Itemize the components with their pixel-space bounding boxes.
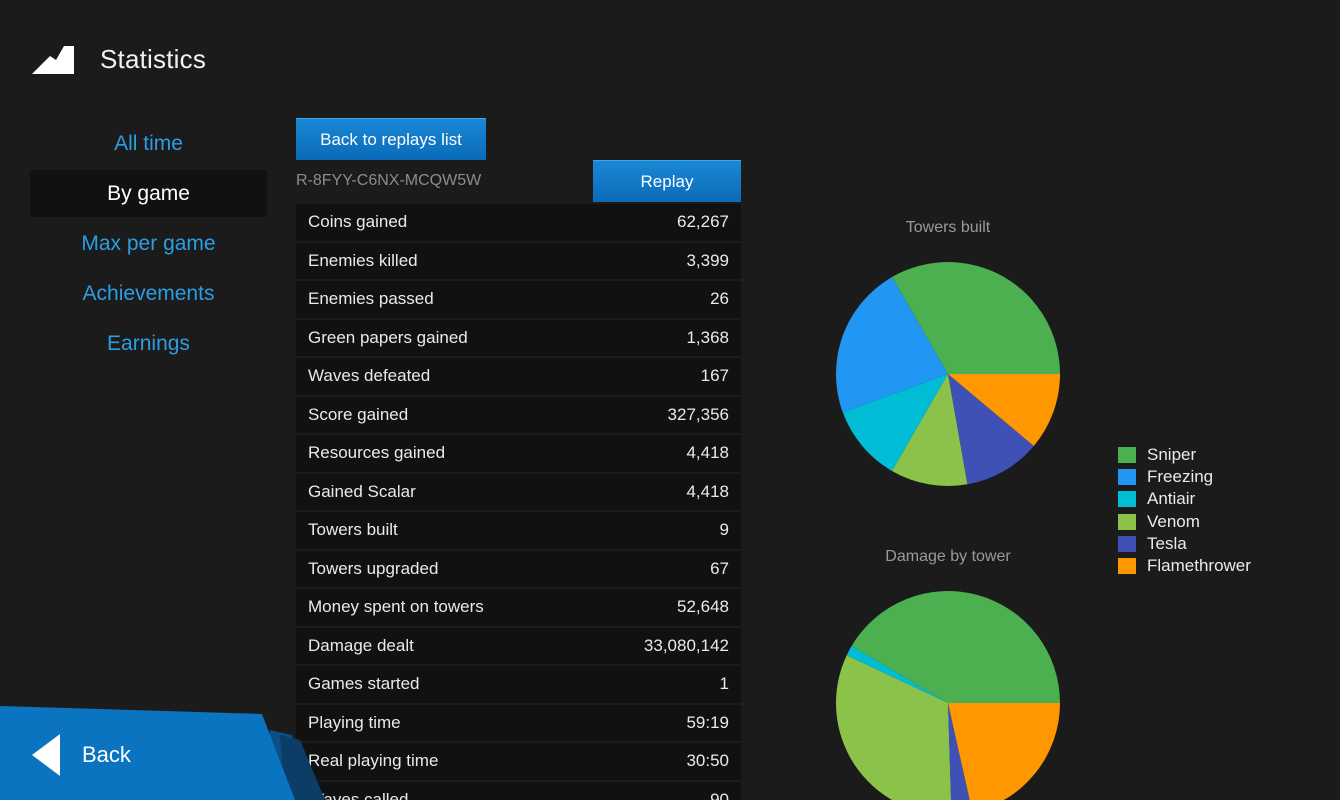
stat-value: 4,418: [686, 443, 729, 463]
stat-row: Enemies passed 26: [296, 281, 741, 318]
stat-label: Waves called: [308, 789, 409, 800]
stat-label: Resources gained: [308, 443, 446, 463]
stat-label: Enemies passed: [308, 289, 434, 309]
sidebar-item-by-game[interactable]: By game: [30, 170, 267, 217]
stat-label: Towers built: [308, 520, 398, 540]
stat-value: 1: [719, 674, 729, 694]
pie-slice-antiair: [842, 374, 948, 471]
chart-title-damage-by-tower: Damage by tower: [885, 548, 1011, 565]
sidebar-item-max-per-game[interactable]: Max per game: [81, 231, 216, 255]
stat-value: 167: [700, 366, 729, 386]
pie-slice-venom: [892, 374, 968, 486]
stat-row: Score gained 327,356: [296, 396, 741, 433]
pie-slice-sniper: [851, 590, 1060, 703]
stat-label: Waves defeated: [308, 366, 431, 386]
pie-slice-flamethrower: [948, 374, 1060, 446]
stat-value: 1,368: [686, 327, 729, 347]
stat-row: Games started 1: [296, 666, 741, 703]
stat-row: Towers built 9: [296, 512, 741, 549]
pie-slice-tesla: [948, 374, 1034, 485]
stat-row: Towers upgraded 67: [296, 550, 741, 587]
stat-value: 90: [710, 789, 729, 800]
stat-label: Games started: [308, 674, 420, 694]
sidebar-nav: All time By game Max per game Achievemen…: [30, 120, 267, 370]
pie-chart-damage-by-tower: [836, 590, 1060, 800]
stat-row: Money spent on towers 52,648: [296, 589, 741, 626]
stat-value: 26: [710, 289, 729, 309]
mountain-logo-icon: [32, 46, 74, 74]
pie-slice-flamethrower: [948, 703, 1060, 800]
legend-label: Tesla: [1147, 533, 1187, 553]
header: Statistics: [0, 0, 600, 110]
stat-value: 327,356: [667, 404, 729, 424]
stat-label: Green papers gained: [308, 327, 468, 347]
chart-title-towers-built: Towers built: [905, 219, 991, 236]
legend-swatch: [1118, 491, 1136, 508]
stat-label: Gained Scalar: [308, 481, 416, 501]
stat-value: 52,648: [677, 597, 729, 617]
stat-row: Playing time 59:19: [296, 704, 741, 741]
sidebar-item-all-time[interactable]: All time: [114, 131, 183, 155]
stat-row: Waves called 90: [296, 781, 741, 800]
stat-label: Coins gained: [308, 212, 408, 232]
back-button-background[interactable]: [0, 700, 340, 800]
legend-item: Antiair: [1118, 488, 1251, 510]
back-button[interactable]: Back: [82, 742, 131, 767]
stat-value: 4,418: [686, 481, 729, 501]
back-to-replays-button[interactable]: Back to replays list: [296, 118, 486, 160]
legend-item: Flamethrower: [1118, 555, 1251, 577]
stat-label: Real playing time: [308, 751, 439, 771]
stat-value: 59:19: [686, 712, 729, 732]
stat-label: Enemies killed: [308, 250, 418, 270]
legend-swatch: [1118, 535, 1136, 552]
stat-row: Damage dealt 33,080,142: [296, 627, 741, 664]
legend-swatch: [1118, 447, 1136, 464]
stat-label: Score gained: [308, 404, 409, 424]
stat-label: Money spent on towers: [308, 597, 484, 617]
legend-label: Freezing: [1147, 467, 1214, 487]
stat-row: Enemies killed 3,399: [296, 242, 741, 279]
legend-swatch: [1118, 558, 1136, 575]
stat-value: 9: [719, 520, 729, 540]
stat-value: 67: [710, 558, 729, 578]
arrow-left-icon[interactable]: [32, 734, 62, 776]
legend-label: Antiair: [1147, 489, 1196, 509]
legend-item: Sniper: [1118, 444, 1251, 466]
stat-row: Resources gained 4,418: [296, 435, 741, 472]
legend-item: Tesla: [1118, 533, 1251, 555]
pie-slice-antiair: [846, 645, 948, 703]
pie-chart-towers-built: [836, 262, 1060, 486]
stat-value: 33,080,142: [643, 635, 729, 655]
pie-slice-tesla: [948, 703, 970, 800]
stat-row: Gained Scalar 4,418: [296, 473, 741, 510]
page-title: Statistics: [100, 44, 207, 74]
stat-value: 3,399: [686, 250, 729, 270]
stat-row: Green papers gained 1,368: [296, 319, 741, 356]
pie-slice-venom: [836, 655, 952, 800]
stat-row: Coins gained 62,267: [296, 204, 741, 241]
stat-value: 62,267: [677, 212, 729, 232]
stat-value: 30:50: [686, 751, 729, 771]
pie-slice-sniper: [892, 262, 1060, 374]
legend-label: Flamethrower: [1147, 556, 1251, 576]
stats-table: Coins gained 62,267 Enemies killed 3,399 Ene…: [296, 204, 741, 800]
stat-label: Playing time: [308, 712, 401, 732]
legend-swatch: [1118, 513, 1136, 530]
stat-row: Waves defeated 167: [296, 358, 741, 395]
chart-legend: Sniper Freezing Antiair Venom Tesla Flamethro…: [1118, 444, 1251, 577]
legend-item: Venom: [1118, 511, 1251, 533]
legend-label: Venom: [1147, 511, 1200, 531]
pie-slice-freezing: [836, 277, 948, 413]
legend-swatch: [1118, 469, 1136, 486]
stat-label: Towers upgraded: [308, 558, 439, 578]
legend-label: Sniper: [1147, 445, 1197, 465]
stat-row: Real playing time 30:50: [296, 743, 741, 780]
sidebar-item-achievements[interactable]: Achievements: [82, 281, 215, 305]
sidebar-item-earnings[interactable]: Earnings: [107, 331, 190, 355]
replay-id: R-8FYY-C6NX-MCQW5W: [296, 172, 482, 189]
stat-label: Damage dealt: [308, 635, 414, 655]
replay-button[interactable]: Replay: [593, 160, 741, 202]
legend-item: Freezing: [1118, 466, 1251, 488]
